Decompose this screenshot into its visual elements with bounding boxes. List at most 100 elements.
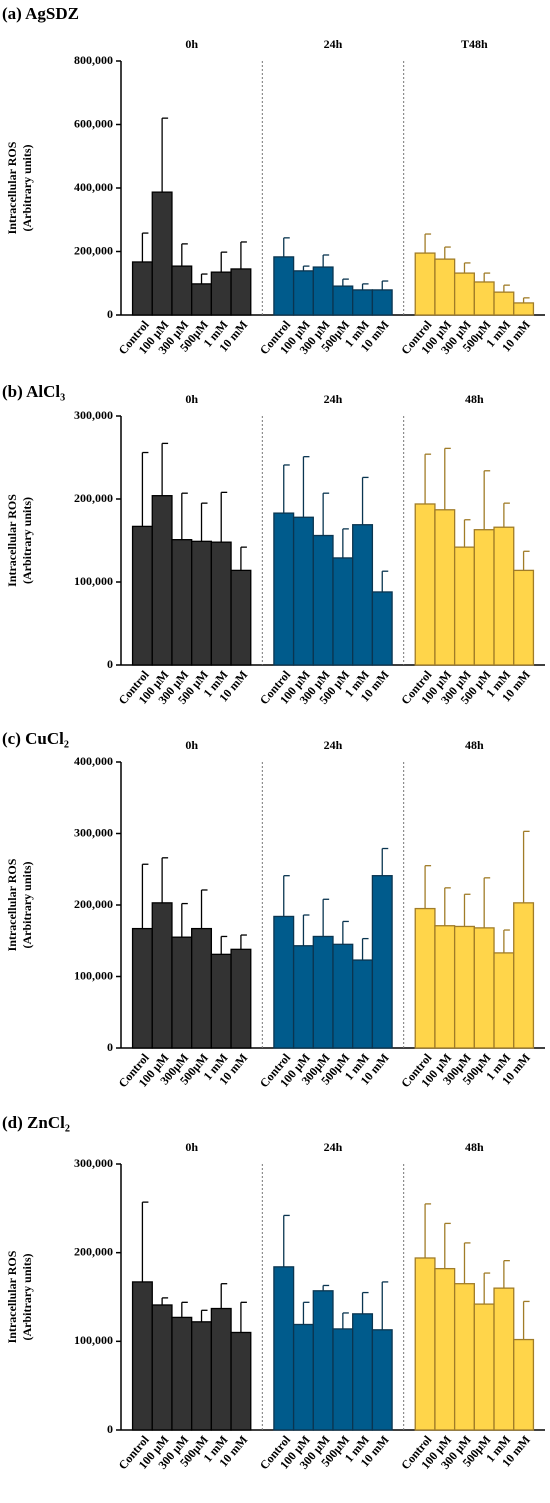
bar xyxy=(473,529,495,666)
bar xyxy=(191,927,213,1049)
error-bar xyxy=(200,1309,208,1322)
bar xyxy=(352,959,374,1049)
bar xyxy=(513,1338,535,1431)
bar xyxy=(332,1328,354,1431)
bar xyxy=(453,272,475,316)
bar xyxy=(434,1267,456,1431)
bar xyxy=(513,302,535,316)
bar xyxy=(171,1316,193,1431)
bar xyxy=(191,283,213,316)
bar xyxy=(473,281,495,316)
y-tick-label: 0 xyxy=(107,1422,113,1436)
bar xyxy=(210,1307,232,1431)
error-bar xyxy=(141,1201,149,1282)
panel-title: (c) CuCl₂ xyxy=(2,729,69,748)
error-bar xyxy=(181,243,188,267)
group-label: 24h xyxy=(324,37,343,51)
y-tick-label: 100,000 xyxy=(74,574,113,588)
error-bar xyxy=(141,232,149,262)
group-label: T48h xyxy=(461,37,488,51)
y-axis-label-line: Intracellular ROS xyxy=(5,1250,19,1343)
panel-title: (d) ZnCl₂ xyxy=(2,1113,70,1132)
bar xyxy=(131,261,153,316)
panel: (a) AgSDZ Intracellular ROS(Arbitrary uni… xyxy=(2,4,545,357)
error-bar xyxy=(322,1284,330,1291)
bar xyxy=(273,512,295,666)
error-bar xyxy=(181,902,188,938)
error-bar xyxy=(302,1301,310,1325)
bar xyxy=(414,503,436,666)
error-bar xyxy=(483,470,491,530)
y-tick-label: 0 xyxy=(107,657,113,671)
error-bar xyxy=(444,1222,451,1269)
error-bar xyxy=(483,1272,491,1305)
bar xyxy=(473,1303,495,1431)
error-bar xyxy=(220,1283,228,1309)
error-bar xyxy=(361,937,369,961)
error-bar xyxy=(342,920,349,945)
bar xyxy=(210,271,232,316)
bar xyxy=(332,557,354,666)
y-axis-label-line: (Arbitrary units) xyxy=(20,1254,34,1341)
bar xyxy=(151,495,173,666)
error-bar xyxy=(283,237,290,257)
error-bar xyxy=(283,875,290,917)
error-bar xyxy=(302,456,310,518)
bar xyxy=(230,948,252,1049)
bar xyxy=(473,927,495,1049)
error-bar xyxy=(463,1242,471,1284)
bar xyxy=(171,539,193,666)
bar xyxy=(273,915,295,1049)
panel: (d) ZnCl₂ Intracellular ROS(Arbitrary uni… xyxy=(2,1113,545,1472)
y-axis-label-line: (Arbitrary units) xyxy=(20,862,34,949)
error-bar xyxy=(302,265,310,271)
bar xyxy=(493,526,515,666)
y-tick-label: 100,000 xyxy=(74,968,113,982)
error-bar xyxy=(463,893,471,927)
error-bar xyxy=(161,117,169,193)
error-bar xyxy=(463,519,471,548)
y-tick-label: 300,000 xyxy=(74,825,113,839)
error-bar xyxy=(444,887,451,926)
bar xyxy=(352,524,374,666)
error-bar xyxy=(161,442,169,496)
error-bar xyxy=(141,451,149,527)
error-bar xyxy=(361,1291,369,1314)
bar xyxy=(131,927,153,1049)
error-bar xyxy=(220,491,228,543)
bar xyxy=(191,540,213,666)
bar xyxy=(151,902,173,1049)
y-tick-label: 200,000 xyxy=(74,897,113,911)
error-bar xyxy=(361,476,369,525)
bar xyxy=(332,943,354,1049)
error-bar xyxy=(503,1259,510,1289)
error-bar xyxy=(200,273,208,284)
y-axis-label-line: Intracellular ROS xyxy=(5,858,19,951)
error-bar xyxy=(522,1300,530,1340)
y-tick-label: 100,000 xyxy=(74,1333,113,1347)
group-label: 0h xyxy=(185,392,198,406)
bar xyxy=(292,270,314,316)
bar xyxy=(453,546,475,666)
error-bar xyxy=(240,934,247,950)
error-bar xyxy=(424,233,432,254)
y-tick-label: 200,000 xyxy=(74,243,113,257)
group-label: 48h xyxy=(465,1140,484,1154)
y-axis-label-line: (Arbitrary units) xyxy=(20,145,34,232)
panel: (b) AlCl₃ Intracellular ROS(Arbitrary uni… xyxy=(2,382,545,707)
bar xyxy=(312,1290,334,1431)
error-bar xyxy=(444,447,451,510)
y-tick-label: 800,000 xyxy=(74,53,113,67)
error-bar xyxy=(342,528,349,558)
y-axis-label: Intracellular ROS(Arbitrary units) xyxy=(5,494,34,587)
bar xyxy=(513,569,535,666)
error-bar xyxy=(240,241,247,269)
bar xyxy=(453,925,475,1049)
error-bar xyxy=(522,830,530,903)
bar xyxy=(434,925,456,1049)
bar xyxy=(230,268,252,316)
error-bar xyxy=(381,847,389,876)
y-tick-label: 200,000 xyxy=(74,1244,113,1258)
bar xyxy=(493,291,515,316)
